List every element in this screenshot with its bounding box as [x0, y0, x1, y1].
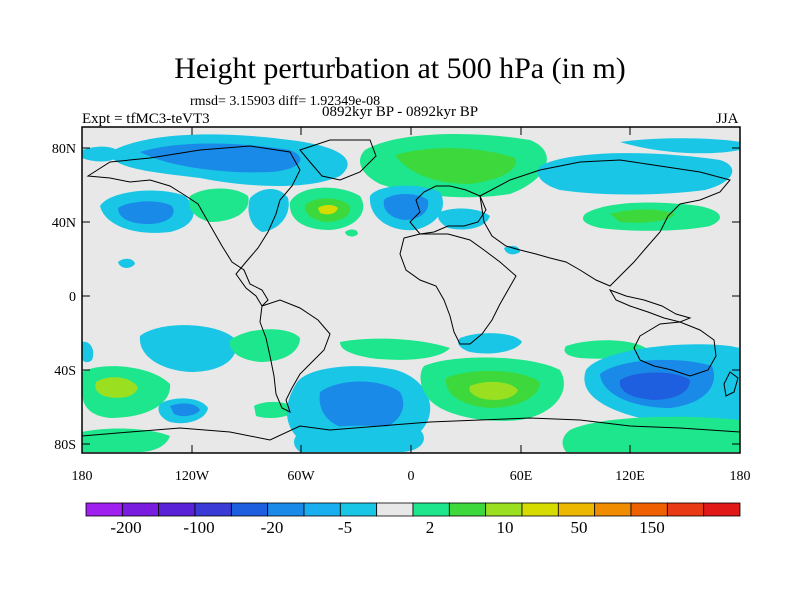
- colorbar-swatch-11: [485, 502, 523, 517]
- colorbar-swatch-12: [521, 502, 559, 517]
- coast-greenland: [299, 139, 377, 181]
- contour-blue-south-africa: [458, 333, 522, 354]
- colorbar-swatch-4: [230, 502, 269, 517]
- colorbar-swatch-8: [376, 502, 414, 517]
- lon-label-60e: 60E: [510, 469, 533, 484]
- contour-green-eurasia-core: [395, 148, 516, 184]
- colorbar-label-2: -20: [261, 518, 284, 537]
- coast-africa: [399, 233, 517, 345]
- colorbar-label-3: -5: [338, 518, 352, 537]
- season-label: JJA: [716, 111, 739, 127]
- contour-blue-north-pacific-core: [118, 201, 174, 224]
- lat-label-80n: 80N: [52, 142, 76, 157]
- colorbar-swatch-13: [557, 502, 596, 517]
- lat-label-80s: 80S: [54, 438, 76, 453]
- lat-label-40n: 40N: [52, 216, 76, 231]
- colorbar-swatch-10: [448, 502, 487, 517]
- coast-asia: [479, 159, 731, 287]
- contour-blue-arctic-center: [140, 143, 301, 173]
- experiment-label: Expt = tfMC3-teVT3: [82, 111, 210, 127]
- colorbar-swatch-7: [339, 502, 378, 517]
- contour-green-south-atlantic: [340, 338, 450, 360]
- contour-blue-siberia: [537, 153, 733, 195]
- coast-antarctica: [82, 417, 740, 441]
- contour-green-atlantic-small: [345, 229, 358, 237]
- stats-text: rmsd= 3.15903 diff= 1.92349e-08: [190, 94, 381, 109]
- coastlines: [82, 139, 740, 441]
- colorbar-label-5: 10: [497, 518, 514, 537]
- colorbar-label-0: -200: [110, 518, 141, 537]
- lon-label-60w: 60W: [287, 469, 315, 484]
- colorbar-swatch-16: [666, 502, 705, 517]
- contour-blue-europe-core: [383, 194, 429, 220]
- contour-green-asia-core: [610, 209, 675, 223]
- lat-label-0: 0: [69, 290, 76, 305]
- lon-label-180w: 180: [72, 469, 93, 484]
- colorbar-swatch-0: [85, 502, 123, 517]
- contour-blue-africa-small: [504, 245, 520, 255]
- contour-blue-arctic-east: [620, 138, 740, 154]
- coast-australia: [633, 321, 717, 377]
- contour-yellowgreen-south-indian: [469, 381, 518, 400]
- contour-blue-south-pacific: [139, 325, 237, 372]
- contour-blue-canada: [248, 189, 289, 232]
- colorbar-swatch-3: [194, 502, 232, 517]
- contour-green-south-pacific: [229, 329, 300, 362]
- colorbar-swatch-17: [703, 502, 741, 517]
- colorbar-swatch-1: [121, 502, 160, 517]
- contour-blue-pacific-small: [118, 258, 135, 268]
- contour-blue-mediterranean: [438, 208, 490, 230]
- contour-yellow-atlantic: [318, 205, 338, 215]
- colorbar-label-7: 150: [639, 518, 665, 537]
- colorbar-swatch-2: [158, 502, 196, 517]
- contour-blue-antarctic-center: [294, 425, 424, 452]
- contour-green-amundsen: [254, 401, 296, 418]
- colorbar-swatch-14: [594, 502, 632, 517]
- contour-deepblue-southern-ocean-east: [619, 372, 690, 400]
- coast-new-zealand: [723, 371, 739, 397]
- contour-green-antarctic-east: [562, 416, 740, 452]
- contour-blue-ross-core: [170, 403, 200, 417]
- lat-label-40s: 40S: [54, 364, 76, 379]
- period-label: 0892kyr BP - 0892kyr BP: [322, 104, 479, 120]
- contour-blue-alaska: [82, 146, 120, 162]
- lon-label-120e: 120E: [615, 469, 645, 484]
- colorbar-swatch-15: [630, 502, 668, 517]
- colorbar: [85, 502, 741, 517]
- colorbar-swatch-5: [267, 502, 305, 517]
- contour-field: [82, 134, 740, 452]
- lon-ticks: [81, 127, 631, 453]
- colorbar-label-4: 2: [426, 518, 435, 537]
- colorbar-swatch-6: [303, 502, 341, 517]
- coast-south-america: [259, 299, 331, 413]
- coast-southeast-asia: [608, 289, 692, 323]
- contour-blue-south-atlantic-core: [319, 381, 404, 432]
- lon-label-180e: 180: [730, 469, 751, 484]
- colorbar-swatch-9: [412, 502, 450, 517]
- contour-yellowgreen-southwest-pacific: [95, 377, 138, 398]
- contour-blue-west-edge: [82, 341, 94, 363]
- lon-label-120w: 120W: [175, 469, 210, 484]
- lat-ticks: [82, 147, 740, 445]
- plot-title: Height perturbation at 500 hPa (in m): [174, 52, 626, 85]
- lon-label-0: 0: [408, 469, 415, 484]
- colorbar-label-6: 50: [571, 518, 588, 537]
- coast-north-america: [86, 145, 301, 307]
- colorbar-label-1: -100: [183, 518, 214, 537]
